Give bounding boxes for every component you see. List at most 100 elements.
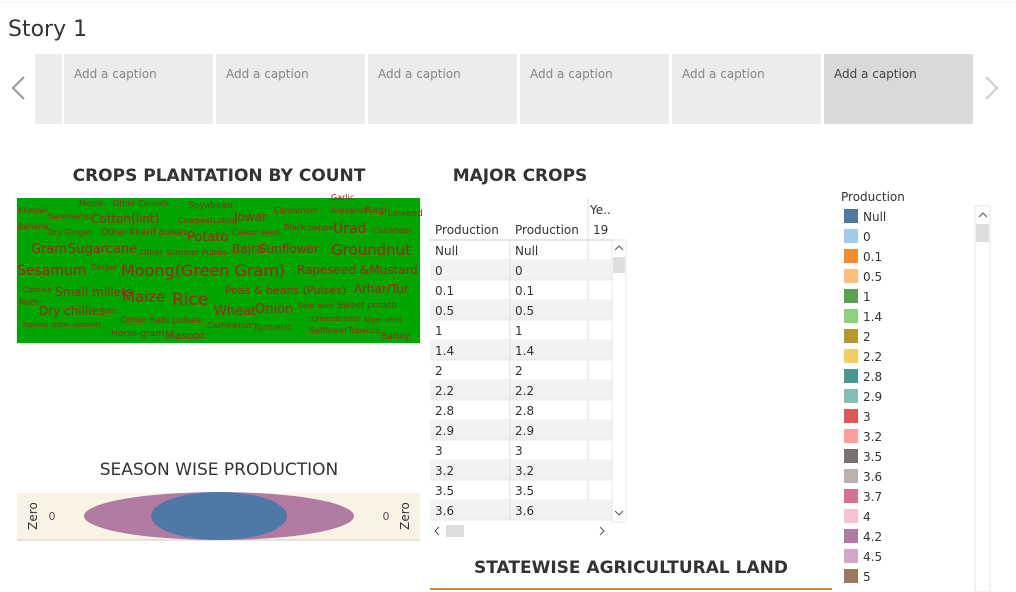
legend-label[interactable]: 4.2: [863, 530, 882, 544]
cloud-word[interactable]: Other Rabi pulses: [121, 316, 201, 326]
legend-swatch[interactable]: [844, 309, 858, 323]
cloud-word[interactable]: Moong(Green Gram): [121, 261, 285, 280]
legend-scroll-thumb[interactable]: [976, 224, 989, 242]
legend-swatch[interactable]: [844, 549, 858, 563]
legend-label[interactable]: 4: [863, 510, 871, 524]
cloud-word[interactable]: Coconut: [23, 286, 52, 294]
legend-label[interactable]: 3.5: [863, 450, 882, 464]
legend-swatch[interactable]: [844, 389, 858, 403]
cloud-word[interactable]: Khesari: [18, 206, 48, 215]
cloud-word[interactable]: Barley: [381, 332, 410, 342]
legend-label[interactable]: 0.1: [863, 250, 882, 264]
cloud-word[interactable]: Sugarcane: [68, 242, 137, 257]
caption-box[interactable]: [672, 54, 821, 124]
legend-swatch[interactable]: [844, 289, 858, 303]
legend-label[interactable]: 1: [863, 290, 871, 304]
scroll-down[interactable]: [614, 510, 624, 516]
prev-arrow[interactable]: [11, 76, 25, 100]
legend-label[interactable]: 2.8: [863, 370, 882, 384]
legend-label[interactable]: 2.2: [863, 350, 882, 364]
legend-scroll-up[interactable]: [978, 212, 988, 218]
legend-label[interactable]: 2.9: [863, 390, 882, 404]
legend-swatch[interactable]: [844, 249, 858, 263]
legend-swatch[interactable]: [844, 489, 858, 503]
cloud-word[interactable]: Dry Ginger: [48, 228, 92, 237]
cloud-word[interactable]: Banana: [18, 222, 48, 231]
cloud-word[interactable]: Jute: [102, 307, 117, 315]
cloud-word[interactable]: Potato: [187, 230, 228, 245]
legend-label[interactable]: 4.5: [863, 550, 882, 564]
scroll-up[interactable]: [614, 245, 624, 251]
cloud-word[interactable]: Rice: [172, 290, 208, 310]
scroll-right[interactable]: [599, 526, 605, 536]
cloud-word[interactable]: Cotton(lint): [91, 212, 159, 226]
legend-swatch[interactable]: [844, 349, 858, 363]
legend-swatch[interactable]: [844, 529, 858, 543]
legend-swatch[interactable]: [844, 329, 858, 343]
legend-scrollbar[interactable]: [974, 205, 991, 592]
cloud-word[interactable]: Coriander: [373, 226, 413, 235]
h-scrollbar[interactable]: [430, 524, 612, 538]
cloud-word[interactable]: Sunflower: [259, 242, 319, 256]
cloud-word[interactable]: Niger seed: [364, 316, 402, 324]
legend-swatch[interactable]: [844, 269, 858, 283]
legend-swatch[interactable]: [844, 369, 858, 383]
cloud-word[interactable]: Cowpea(Lobia): [178, 216, 238, 225]
caption-box[interactable]: [216, 54, 365, 124]
cloud-word[interactable]: Oilseeds total: [312, 315, 360, 323]
legend-swatch[interactable]: [844, 409, 858, 423]
cloud-word[interactable]: Bajra: [232, 242, 263, 256]
caption-box[interactable]: [64, 54, 213, 124]
cloud-word[interactable]: Moth: [19, 298, 39, 307]
cloud-word[interactable]: Sannhamp: [48, 212, 91, 221]
cloud-word[interactable]: Horse-gram: [111, 329, 164, 339]
cloud-word[interactable]: Ginger: [91, 263, 118, 272]
legend-label[interactable]: 2: [863, 330, 871, 344]
cloud-word[interactable]: Groundnut: [331, 241, 411, 259]
cloud-word[interactable]: Linseed: [388, 209, 423, 219]
cloud-word[interactable]: Small millets: [55, 285, 132, 299]
scroll-left[interactable]: [434, 526, 440, 536]
cloud-word[interactable]: Arecanut: [331, 206, 367, 215]
cloud-word[interactable]: Soyabean: [188, 201, 233, 211]
legend-swatch[interactable]: [844, 209, 858, 223]
next-arrow[interactable]: [985, 76, 999, 100]
cloud-word[interactable]: Dry chillies: [39, 304, 105, 318]
cloud-word[interactable]: Tapioca: [21, 321, 48, 329]
legend-swatch[interactable]: [844, 229, 858, 243]
cloud-word[interactable]: Ragi: [365, 205, 387, 216]
cloud-word[interactable]: Urad: [333, 221, 366, 237]
legend-label[interactable]: 0: [863, 230, 871, 244]
caption-box[interactable]: [35, 54, 62, 124]
legend-label[interactable]: Null: [863, 210, 886, 224]
legend-label[interactable]: 1.4: [863, 310, 882, 324]
cloud-word[interactable]: other oilseeds: [52, 321, 102, 329]
legend-label[interactable]: 5: [863, 570, 871, 584]
cloud-word[interactable]: Arhar/Tur: [354, 282, 409, 296]
cloud-word[interactable]: Turmeric: [252, 323, 292, 333]
legend-label[interactable]: 0.5: [863, 270, 882, 284]
legend-label[interactable]: 3.2: [863, 430, 882, 444]
cloud-word[interactable]: Garlic: [331, 193, 354, 202]
cloud-word[interactable]: Castor seed: [232, 228, 280, 237]
cloud-word[interactable]: Wheat: [214, 304, 256, 319]
legend-swatch[interactable]: [844, 449, 858, 463]
legend-swatch[interactable]: [844, 469, 858, 483]
cloud-word[interactable]: Jowar: [233, 210, 267, 224]
cloud-word[interactable]: Other Cereals: [113, 199, 168, 208]
cloud-word[interactable]: Onion: [255, 302, 293, 317]
cloud-word[interactable]: Maize: [122, 288, 165, 306]
cloud-word[interactable]: Tobacco: [347, 326, 380, 335]
cloud-word[interactable]: Other Kharif pulses: [101, 228, 188, 238]
caption-box[interactable]: [824, 54, 973, 124]
cloud-word[interactable]: Other Summer Pulses: [140, 248, 227, 257]
caption-box[interactable]: [520, 54, 669, 124]
legend-swatch[interactable]: [844, 429, 858, 443]
cloud-word[interactable]: Sweet potato: [337, 301, 397, 311]
legend-label[interactable]: 3.7: [863, 490, 882, 504]
caption-box[interactable]: [368, 54, 517, 124]
cloud-word[interactable]: Peas & beans (Pulses): [225, 284, 346, 297]
cloud-word[interactable]: Guar seed: [298, 302, 334, 310]
cloud-word[interactable]: Rapeseed &Mustard: [297, 263, 418, 277]
v-scrollbar[interactable]: [611, 239, 627, 523]
